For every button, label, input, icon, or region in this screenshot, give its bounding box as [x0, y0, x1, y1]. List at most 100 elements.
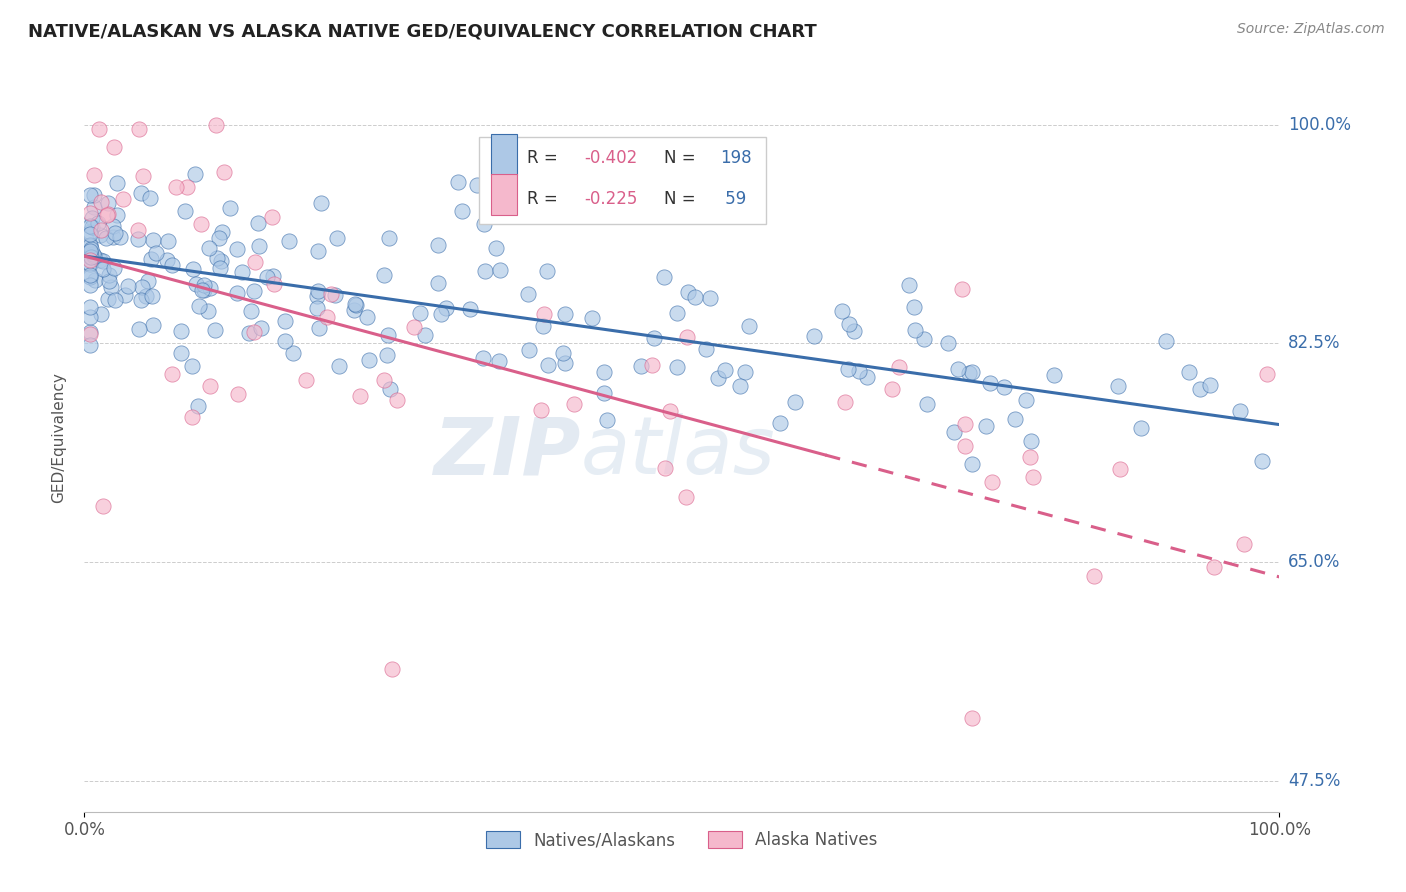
Point: [730, 379, 752, 393]
Point: [101, 230, 124, 244]
Point: [665, 359, 688, 374]
Point: [184, 167, 207, 181]
Text: R =: R =: [527, 149, 562, 168]
Point: [434, 301, 457, 316]
Text: -0.402: -0.402: [583, 149, 637, 168]
Point: [278, 234, 301, 248]
Point: [533, 307, 555, 321]
Point: [145, 246, 167, 260]
Point: [381, 662, 404, 676]
Point: [769, 417, 792, 431]
Point: [129, 186, 152, 201]
Point: [993, 380, 1015, 394]
Point: [953, 439, 976, 453]
Point: [979, 376, 1001, 390]
Point: [596, 413, 619, 427]
Point: [83, 249, 105, 263]
Point: [474, 217, 496, 231]
Point: [200, 378, 222, 392]
Point: [562, 397, 585, 411]
Point: [83, 188, 105, 202]
Point: [197, 241, 219, 255]
Point: [97, 268, 120, 282]
Point: [89, 228, 111, 243]
Point: [79, 277, 101, 292]
Point: [665, 306, 688, 320]
Point: [659, 404, 682, 418]
Point: [695, 342, 717, 356]
Point: [281, 346, 304, 360]
Point: [97, 206, 120, 220]
Point: [378, 382, 401, 396]
Point: [79, 310, 101, 324]
Point: [181, 359, 204, 373]
Point: [838, 317, 860, 331]
Text: -0.225: -0.225: [583, 190, 637, 208]
Point: [97, 292, 120, 306]
Point: [882, 382, 904, 396]
Point: [79, 246, 101, 260]
Point: [323, 288, 346, 302]
Point: [1108, 462, 1130, 476]
Point: [953, 417, 976, 431]
Point: [101, 219, 124, 233]
Point: [79, 251, 101, 265]
Point: [898, 278, 921, 293]
Point: [516, 286, 538, 301]
Point: [592, 386, 614, 401]
Point: [1229, 404, 1251, 418]
Point: [187, 399, 209, 413]
Point: [643, 330, 665, 344]
Point: [79, 268, 101, 283]
Point: [262, 268, 284, 283]
Point: [803, 329, 825, 343]
Point: [104, 227, 127, 241]
Point: [84, 273, 107, 287]
Point: [837, 362, 859, 376]
Point: [256, 269, 278, 284]
Point: [191, 283, 214, 297]
Point: [79, 300, 101, 314]
Point: [211, 225, 233, 239]
Point: [641, 358, 664, 372]
Point: [263, 277, 285, 291]
Point: [1130, 421, 1153, 435]
Point: [1204, 559, 1226, 574]
Point: [1083, 569, 1105, 583]
Point: [373, 268, 395, 282]
Point: [328, 359, 350, 374]
Point: [738, 319, 761, 334]
Point: [488, 354, 510, 368]
Point: [321, 286, 343, 301]
Point: [208, 231, 231, 245]
Point: [1188, 382, 1211, 396]
Point: [96, 208, 118, 222]
Point: [82, 247, 104, 261]
Point: [157, 234, 180, 248]
Point: [356, 310, 378, 325]
Point: [212, 165, 235, 179]
Point: [79, 270, 101, 285]
Point: [117, 279, 139, 293]
Point: [387, 392, 409, 407]
Point: [325, 231, 347, 245]
Point: [685, 290, 707, 304]
Point: [131, 280, 153, 294]
Y-axis label: GED/Equivalency: GED/Equivalency: [51, 372, 66, 502]
Point: [707, 371, 730, 385]
Point: [105, 176, 128, 190]
Point: [551, 346, 574, 360]
Point: [981, 475, 1004, 489]
Point: [132, 169, 155, 183]
Point: [485, 242, 508, 256]
Point: [188, 299, 211, 313]
Point: [1019, 434, 1042, 448]
Point: [519, 343, 541, 357]
Point: [430, 307, 453, 321]
Point: [91, 499, 114, 513]
Point: [90, 194, 112, 209]
Point: [165, 179, 187, 194]
Point: [488, 263, 510, 277]
FancyBboxPatch shape: [491, 174, 517, 215]
Point: [89, 253, 111, 268]
